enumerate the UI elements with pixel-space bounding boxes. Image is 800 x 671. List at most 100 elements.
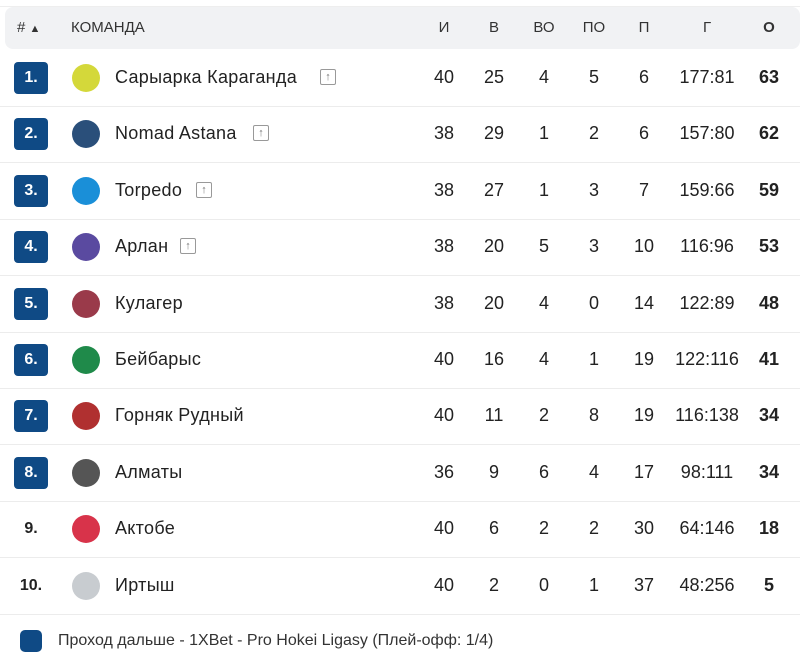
points-cell: 34 <box>758 461 780 482</box>
ot-wins-cell: 6 <box>538 461 550 482</box>
ot-wins-header[interactable]: ВО <box>533 19 555 36</box>
goals-cell: 116:138 <box>675 405 739 426</box>
table-row[interactable]: 2. Nomad Astana ↑ 38 29 1 2 6 157:80 62 <box>0 106 800 164</box>
wins-cell: 9 <box>488 461 500 482</box>
table-row[interactable]: 1. Сарыарка Караганда ↑ 40 25 4 5 6 177:81 63 <box>0 50 800 107</box>
team-name[interactable]: Torpedo <box>115 179 183 200</box>
ot-losses-cell: 0 <box>588 292 600 313</box>
team-name[interactable]: Сарыарка Караганда <box>115 67 298 87</box>
rank-badge: 3. <box>14 174 48 207</box>
games-played-cell: 36 <box>433 461 455 482</box>
rank-badge: 1. <box>14 62 48 94</box>
team-logo-icon <box>72 458 100 487</box>
losses-cell: 6 <box>638 67 650 87</box>
team-name[interactable]: Бейбарыс <box>115 349 202 369</box>
ot-losses-cell: 4 <box>588 461 600 482</box>
points-cell: 62 <box>758 123 780 144</box>
table-row[interactable]: 5. Кулагер 38 20 4 0 14 122:89 48 <box>0 276 800 333</box>
losses-cell: 6 <box>638 123 650 144</box>
rising-arrow-icon: ↑ <box>196 181 212 198</box>
rank-badge: 5. <box>14 287 48 320</box>
rank-header[interactable]: # ▲ <box>17 19 41 36</box>
rank-badge: 4. <box>14 231 48 264</box>
team-logo-icon <box>72 289 100 318</box>
games-played-cell: 40 <box>433 349 455 369</box>
promotion-legend-swatch <box>20 630 42 652</box>
table-row[interactable]: 6. Бейбарыс 40 16 4 1 19 122:116 41 <box>0 332 800 389</box>
team-name[interactable]: Горняк Рудный <box>115 405 244 426</box>
wins-cell: 2 <box>488 574 500 595</box>
gp-header[interactable]: И <box>438 19 450 36</box>
ot-wins-cell: 1 <box>538 179 550 200</box>
ot-losses-cell: 8 <box>588 405 600 426</box>
losses-cell: 19 <box>633 349 655 369</box>
goals-cell: 122:89 <box>679 292 735 313</box>
points-header[interactable]: О <box>763 19 775 36</box>
table-header: # ▲ КОМАНДА И В ВО ПО П Г О <box>5 7 800 49</box>
goals-cell: 64:146 <box>679 518 735 539</box>
ot-wins-cell: 0 <box>538 574 550 595</box>
points-cell: 59 <box>758 179 780 200</box>
ot-losses-cell: 3 <box>588 236 600 257</box>
ot-wins-cell: 4 <box>538 292 550 313</box>
ot-losses-header[interactable]: ПО <box>582 19 606 36</box>
ot-losses-cell: 2 <box>588 123 600 144</box>
team-name[interactable]: Алматы <box>115 461 183 482</box>
losses-header[interactable]: П <box>638 19 650 36</box>
top-divider <box>0 0 800 7</box>
goals-header[interactable]: Г <box>702 19 712 36</box>
losses-cell: 19 <box>633 405 655 426</box>
team-name[interactable]: Актобе <box>115 518 176 539</box>
ot-losses-cell: 2 <box>588 518 600 539</box>
promotion-legend-text: Проход дальше - 1XBet - Pro Hokei Ligasy… <box>58 632 494 649</box>
points-cell: 48 <box>758 292 780 313</box>
wins-cell: 16 <box>483 349 505 369</box>
ot-wins-cell: 2 <box>538 405 550 426</box>
table-row[interactable]: 7. Горняк Рудный 40 11 2 8 19 116:138 34 <box>0 388 800 446</box>
ot-losses-cell: 3 <box>588 179 600 200</box>
team-logo-icon <box>72 402 100 431</box>
losses-cell: 30 <box>633 518 655 539</box>
ot-wins-cell: 5 <box>538 236 550 257</box>
points-cell: 34 <box>758 405 780 426</box>
losses-cell: 7 <box>638 179 650 200</box>
table-row[interactable]: 8. Алматы 36 9 6 4 17 98:111 34 <box>0 445 800 502</box>
team-name[interactable]: Иртыш <box>115 574 175 595</box>
team-logo-icon <box>72 571 100 600</box>
games-played-cell: 40 <box>433 67 455 87</box>
team-logo-icon <box>72 64 100 92</box>
games-played-cell: 40 <box>433 574 455 595</box>
wins-cell: 27 <box>483 179 505 200</box>
team-name[interactable]: Кулагер <box>115 292 183 313</box>
team-name[interactable]: Nomad Astana <box>115 123 237 144</box>
goals-cell: 159:66 <box>679 179 735 200</box>
ot-losses-cell: 1 <box>588 349 600 369</box>
points-cell: 5 <box>763 574 775 595</box>
ot-losses-cell: 5 <box>588 67 600 87</box>
wins-cell: 11 <box>484 405 504 426</box>
team-header[interactable]: КОМАНДА <box>71 19 145 36</box>
goals-cell: 116:96 <box>680 236 734 257</box>
rising-arrow-icon: ↑ <box>180 238 196 255</box>
points-cell: 63 <box>758 67 780 87</box>
team-name[interactable]: Арлан <box>115 236 169 257</box>
ot-wins-cell: 4 <box>538 67 550 87</box>
rank-badge: 10. <box>19 576 43 594</box>
ot-wins-cell: 4 <box>538 349 550 369</box>
losses-cell: 37 <box>633 574 655 595</box>
table-row[interactable]: 9. Актобе 40 6 2 2 30 64:146 18 <box>0 501 800 559</box>
table-row[interactable]: 3. Torpedo ↑ 38 27 1 3 7 159:66 59 <box>0 163 800 220</box>
table-row[interactable]: 4. Арлан ↑ 38 20 5 3 10 116:96 53 <box>0 219 800 277</box>
team-logo-icon <box>72 233 100 262</box>
games-played-cell: 38 <box>433 123 455 144</box>
team-logo-icon <box>72 515 100 544</box>
wins-cell: 29 <box>483 123 505 144</box>
goals-cell: 122:116 <box>675 349 739 369</box>
points-cell: 41 <box>758 349 780 369</box>
rising-arrow-icon: ↑ <box>253 125 269 142</box>
table-row[interactable]: 10. Иртыш 40 2 0 1 37 48:256 5 <box>0 558 800 615</box>
points-cell: 18 <box>758 518 780 539</box>
losses-cell: 17 <box>633 461 655 482</box>
sort-ascending-icon: ▲ <box>29 23 41 35</box>
wins-header[interactable]: В <box>488 19 500 36</box>
